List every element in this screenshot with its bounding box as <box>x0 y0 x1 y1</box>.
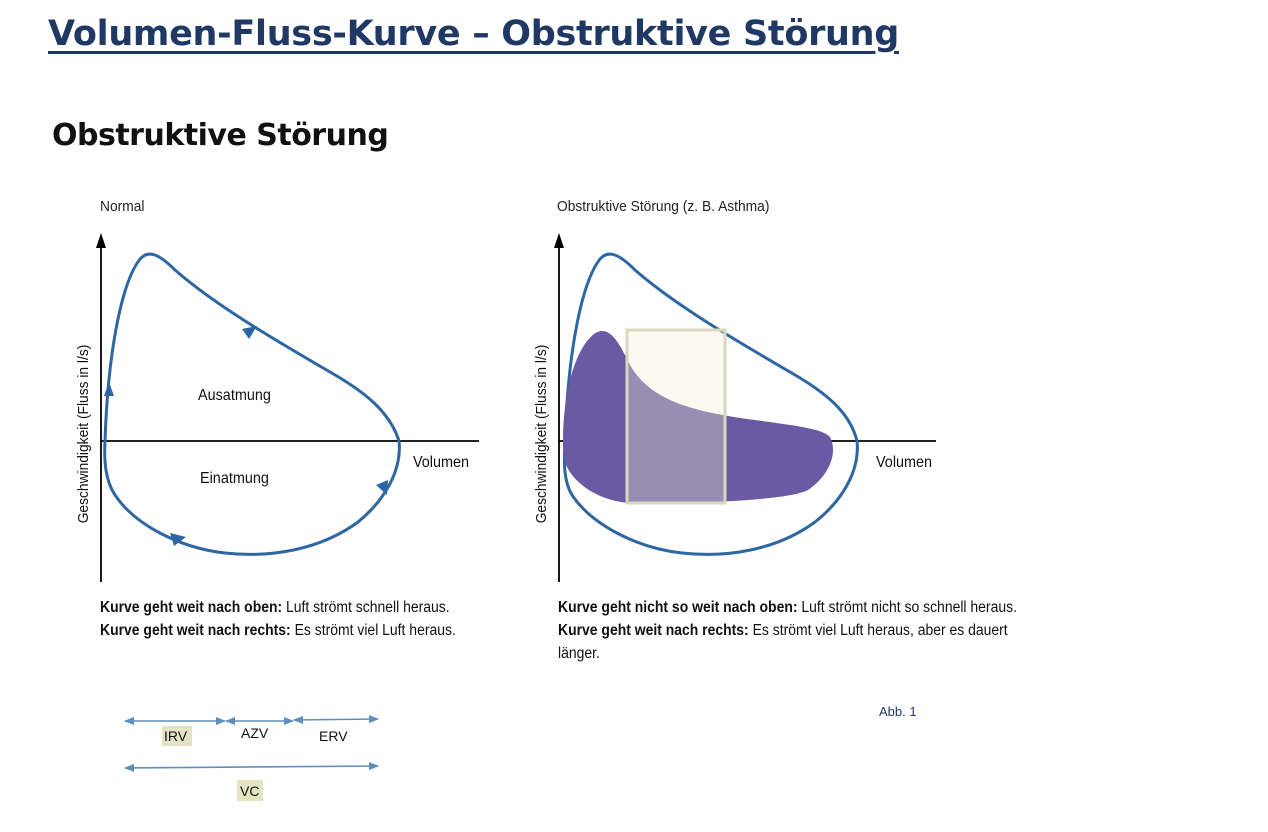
obstructive-caption-bold-1: Kurve geht nicht so weit nach oben: <box>558 599 798 616</box>
normal-curve-arrow-icon <box>104 382 114 396</box>
highlight-box <box>625 328 727 505</box>
normal-flow-volume-loop <box>103 252 401 556</box>
erv-arrow <box>293 715 379 724</box>
figure-label: Abb. 1 <box>879 704 917 719</box>
obstructive-y-axis-label: Geschwindigkeit (Fluss in l/s) <box>534 345 551 524</box>
normal-panel-title: Normal <box>100 198 145 215</box>
obstructive-y-axis-arrow-icon <box>554 233 564 248</box>
page-subtitle: Obstruktive Störung <box>52 118 389 153</box>
vc-arrow <box>124 762 379 772</box>
normal-curve-arrow-icon <box>170 533 186 546</box>
normal-upper-label: Ausatmung <box>198 387 271 405</box>
erv-label: ERV <box>319 728 348 744</box>
obstructive-caption-text-2: Es strömt viel Luft heraus, aber es daue… <box>558 622 1008 662</box>
normal-caption-bold-2: Kurve geht weit nach rechts: <box>100 622 291 639</box>
normal-curve-arrow-icon <box>242 326 257 339</box>
normal-curve-arrow-icon <box>376 480 388 495</box>
page-title: Volumen-Fluss-Kurve – Obstruktive Störun… <box>48 14 900 54</box>
azv-label: AZV <box>241 725 269 741</box>
obstructive-caption-text-1: Luft strömt nicht so schnell heraus. <box>797 599 1017 616</box>
irv-label: IRV <box>164 728 188 744</box>
vc-label: VC <box>240 783 259 799</box>
obstructive-caption-bold-2: Kurve geht weit nach rechts: <box>558 622 749 639</box>
obstructive-normal-loop <box>562 252 859 556</box>
normal-x-axis-label: Volumen <box>413 454 469 472</box>
obstructive-panel: Volumen Geschwindigkeit (Fluss in l/s) <box>534 233 936 582</box>
vc-highlight <box>237 780 263 801</box>
normal-panel: Ausatmung Einatmung Volumen Geschwindigk… <box>76 233 479 582</box>
normal-caption: Kurve geht weit nach oben: Luft strömt s… <box>100 596 523 642</box>
normal-y-axis-arrow-icon <box>96 233 106 248</box>
normal-caption-text-1: Luft strömt schnell heraus. <box>282 599 450 616</box>
normal-caption-text-2: Es strömt viel Luft heraus. <box>290 622 456 639</box>
obstructive-caption: Kurve geht nicht so weit nach oben: Luft… <box>558 596 1049 665</box>
obstructive-x-axis-label: Volumen <box>876 454 932 472</box>
obstructive-flow-area <box>563 331 834 504</box>
normal-lower-label: Einatmung <box>200 470 269 488</box>
obstructive-panel-title: Obstruktive Störung (z. B. Asthma) <box>557 198 770 215</box>
volume-legend: IRV AZV ERV VC <box>124 715 379 801</box>
irv-highlight <box>162 726 192 746</box>
normal-y-axis-label: Geschwindigkeit (Fluss in l/s) <box>76 345 93 524</box>
normal-caption-bold-1: Kurve geht weit nach oben: <box>100 599 283 616</box>
